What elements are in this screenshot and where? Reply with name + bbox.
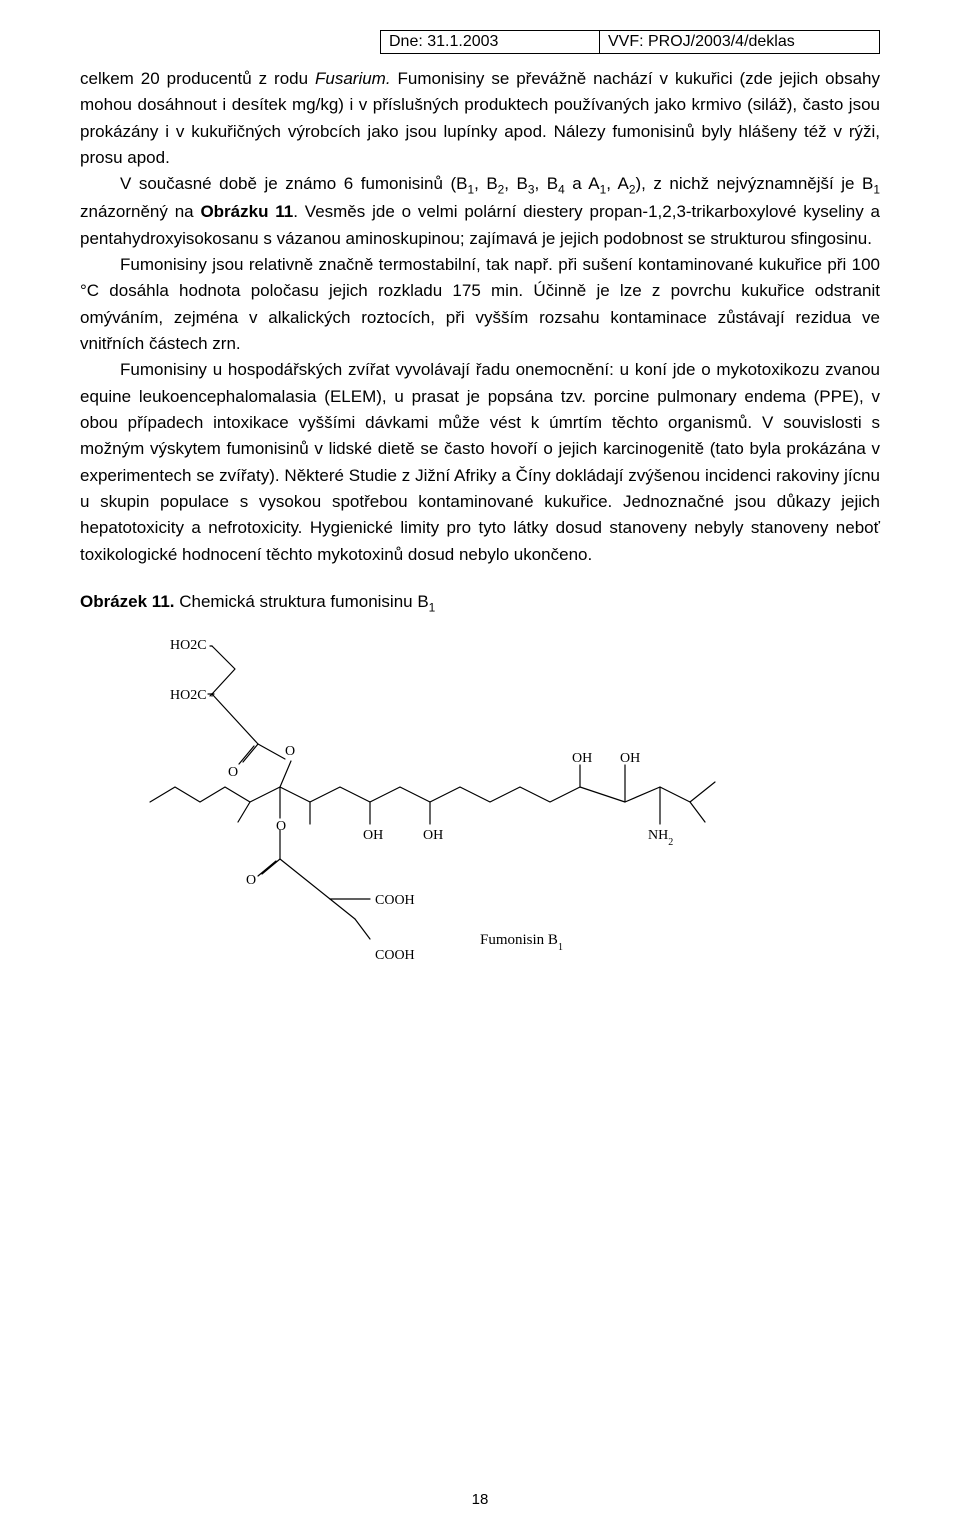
header: Dne: 31.1.2003 VVF: PROJ/2003/4/deklas bbox=[80, 30, 880, 54]
svg-text:O: O bbox=[276, 819, 286, 834]
p2-b: , B bbox=[474, 174, 498, 193]
svg-text:Fumonisin B1: Fumonisin B1 bbox=[480, 932, 563, 953]
figure-caption: Obrázek 11. Chemická struktura fumonisin… bbox=[80, 592, 880, 614]
svg-text:O: O bbox=[285, 744, 295, 759]
svg-text:OH: OH bbox=[620, 751, 640, 766]
body-text: celkem 20 producentů z rodu Fusarium. Fu… bbox=[80, 66, 880, 568]
svg-text:COOH: COOH bbox=[375, 893, 415, 908]
page-number: 18 bbox=[80, 1491, 880, 1508]
p1-text-a: celkem 20 producentů z rodu bbox=[80, 69, 315, 88]
paragraph-1: celkem 20 producentů z rodu Fusarium. Fu… bbox=[80, 66, 880, 171]
caption-sub: 1 bbox=[429, 600, 436, 614]
p2-e: a A bbox=[565, 174, 600, 193]
svg-text:COOH: COOH bbox=[375, 948, 415, 963]
p2-a: V současné době je známo 6 fumonisinů (B bbox=[120, 174, 467, 193]
p2-d: , B bbox=[534, 174, 558, 193]
p2-sub4: 4 bbox=[558, 183, 565, 197]
paragraph-3: Fumonisiny jsou relativně značně termost… bbox=[80, 252, 880, 357]
caption-rest: Chemická struktura fumonisinu B bbox=[175, 592, 429, 611]
svg-text:O: O bbox=[246, 873, 256, 888]
paragraph-2: V současné době je známo 6 fumonisinů (B… bbox=[80, 171, 880, 252]
p2-c: , B bbox=[504, 174, 528, 193]
svg-text:OH: OH bbox=[572, 751, 592, 766]
svg-text:O: O bbox=[228, 765, 238, 780]
p2-g: ), z nichž nejvýznamnější je B bbox=[635, 174, 873, 193]
caption-bold: Obrázek 11. bbox=[80, 592, 175, 611]
header-date-box: Dne: 31.1.2003 bbox=[380, 30, 600, 54]
svg-text:NH2: NH2 bbox=[648, 828, 673, 848]
svg-text:OH: OH bbox=[363, 828, 383, 843]
chemical-structure-diagram: HO2C HO2C O O O O COOH COOH OH OH OH OH NH2 Fumonisin… bbox=[120, 624, 880, 1009]
svg-text:HO2C: HO2C bbox=[170, 638, 207, 653]
p2-h: znázorněný na bbox=[80, 202, 200, 221]
p2-bold: Obrázku 11 bbox=[200, 202, 293, 221]
svg-text:HO2C: HO2C bbox=[170, 688, 207, 703]
p2-f: , A bbox=[606, 174, 629, 193]
p2-sub7: 1 bbox=[873, 183, 880, 197]
paragraph-4: Fumonisiny u hospodářských zvířat vyvolá… bbox=[80, 357, 880, 568]
p1-italic: Fusarium. bbox=[315, 69, 391, 88]
svg-text:OH: OH bbox=[423, 828, 443, 843]
chem-svg: HO2C HO2C O O O O COOH COOH OH OH OH OH NH2 Fumonisin… bbox=[120, 624, 820, 1004]
header-proj-box: VVF: PROJ/2003/4/deklas bbox=[600, 30, 880, 54]
